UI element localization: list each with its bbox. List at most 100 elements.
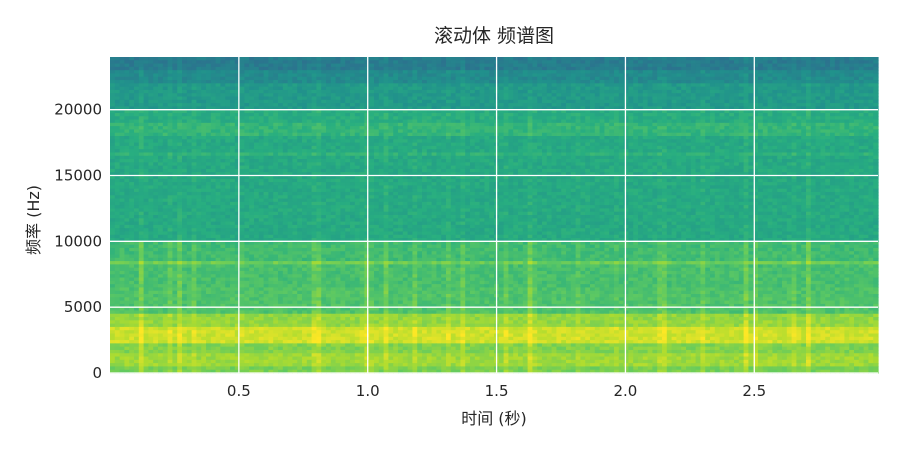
spectrogram-cell <box>446 119 452 124</box>
spectrogram-cell <box>671 93 677 98</box>
spectrogram-cell <box>220 66 226 71</box>
spectrogram-cell <box>374 66 380 71</box>
spectrogram-cell <box>662 96 668 101</box>
spectrogram-cell <box>278 70 284 75</box>
spectrogram-cell <box>609 93 615 98</box>
spectrogram-cell <box>575 119 581 124</box>
spectrogram-cell <box>455 106 461 111</box>
spectrogram-cell <box>273 109 279 114</box>
spectrogram-cell <box>206 106 212 111</box>
spectrogram-cell <box>791 109 797 114</box>
spectrogram-cell <box>479 119 485 124</box>
spectrogram-cell <box>868 103 874 107</box>
spectrogram-cell <box>239 86 245 91</box>
spectrogram-cell <box>734 60 740 65</box>
spectrogram-cell <box>729 73 735 78</box>
spectrogram-cell <box>206 80 212 84</box>
spectrogram-cell <box>791 76 797 81</box>
spectrogram-cell <box>527 66 533 71</box>
spectrogram-cell <box>623 57 629 61</box>
spectrogram-cell <box>873 122 879 127</box>
spectrogram-cell <box>652 106 658 111</box>
spectrogram-cell <box>244 119 250 124</box>
spectrogram-cell <box>292 63 298 68</box>
spectrogram-cell <box>724 57 730 61</box>
spectrogram-cell <box>249 86 255 91</box>
spectrogram-cell <box>753 96 759 101</box>
spectrogram-cell <box>570 109 577 114</box>
spectrogram-cell <box>498 103 505 107</box>
spectrogram-cell <box>311 116 317 121</box>
spectrogram-cell <box>350 106 356 111</box>
spectrogram-cell <box>676 109 682 114</box>
spectrogram-cell <box>575 122 581 127</box>
spectrogram-cell <box>143 76 149 81</box>
spectrogram-cell <box>110 93 116 98</box>
spectrogram-cell <box>268 73 274 78</box>
spectrogram-cell <box>652 83 658 88</box>
spectrogram-cell <box>455 119 461 124</box>
spectrogram-cell <box>556 103 562 107</box>
spectrogram-cell <box>258 63 265 68</box>
spectrogram-cell <box>177 70 183 75</box>
spectrogram-cell <box>556 89 562 94</box>
spectrogram-cell <box>782 86 788 91</box>
spectrogram-cell <box>777 122 783 127</box>
spectrogram-cell <box>642 103 649 107</box>
spectrogram-cell <box>609 80 615 84</box>
spectrogram-cell <box>254 106 260 111</box>
spectrogram-cell <box>647 103 653 107</box>
spectrogram-cell <box>839 60 845 65</box>
spectrogram-cell <box>868 57 874 61</box>
spectrogram-cell <box>129 99 135 104</box>
spectrogram-cell <box>705 89 711 94</box>
spectrogram-cell <box>796 96 802 101</box>
spectrogram-cell <box>873 109 879 114</box>
spectrogram-cell <box>431 116 437 121</box>
spectrogram-cell <box>162 66 169 71</box>
spectrogram-cell <box>455 86 461 91</box>
spectrogram-cell <box>263 73 269 78</box>
spectrogram-cell <box>508 119 514 124</box>
spectrogram-cell <box>484 126 490 131</box>
spectrogram-cell <box>834 76 841 81</box>
spectrogram-cell <box>796 119 802 124</box>
spectrogram-cell <box>830 119 836 124</box>
spectrogram-cell <box>354 103 361 107</box>
spectrogram-cell <box>153 83 159 88</box>
spectrogram-cell <box>470 60 476 65</box>
spectrogram-cell <box>412 76 418 81</box>
spectrogram-cell <box>825 116 831 121</box>
spectrogram-cell <box>657 119 663 124</box>
spectrogram-cell <box>340 83 346 88</box>
spectrogram-cell <box>551 70 557 75</box>
spectrogram-cell <box>777 63 783 68</box>
spectrogram-cell <box>719 76 725 81</box>
spectrogram-cell <box>537 99 543 104</box>
spectrogram-cell <box>311 103 317 107</box>
spectrogram-cell <box>542 112 548 117</box>
spectrogram-cell <box>134 96 140 101</box>
spectrogram-cell <box>450 80 457 84</box>
spectrogram-cell <box>570 60 577 65</box>
spectrogram-cell <box>527 70 533 75</box>
spectrogram-cell <box>830 122 836 127</box>
spectrogram-cell <box>585 103 591 107</box>
spectrogram-cell <box>484 86 490 91</box>
spectrogram-cell <box>350 122 356 127</box>
spectrogram-cell <box>585 63 591 68</box>
spectrogram-cell <box>234 63 241 68</box>
spectrogram-cell <box>542 60 548 65</box>
spectrogram-cell <box>724 106 730 111</box>
spectrogram-cell <box>153 122 159 127</box>
spectrogram-cell <box>167 122 173 127</box>
spectrogram-cell <box>676 57 682 61</box>
spectrogram-cell <box>858 99 865 104</box>
spectrogram-cell <box>215 89 221 94</box>
spectrogram-cell <box>206 89 212 94</box>
spectrogram-cell <box>753 73 759 78</box>
spectrogram-cell <box>182 86 188 91</box>
spectrogram-cell <box>532 96 538 101</box>
spectrogram-cell <box>398 60 404 65</box>
spectrogram-cell <box>863 80 869 84</box>
